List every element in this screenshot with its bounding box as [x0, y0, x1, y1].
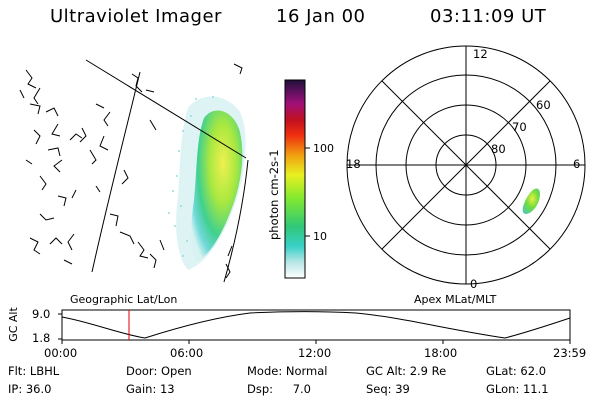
geographic-title: Geographic Lat/Lon	[70, 293, 178, 306]
alt-tick-low: 1.8	[32, 331, 51, 345]
mlt-label-18: 18	[346, 157, 361, 171]
colorbar-tick-label-10: 10	[313, 230, 327, 243]
gc-alt-axis-label: GC Alt	[6, 307, 20, 342]
status-seq: Seq: 39	[366, 382, 410, 396]
mlt-label-6: 6	[573, 157, 580, 171]
alt-tick-high: 9.0	[32, 307, 51, 321]
time-label: 03:11:09 UT	[430, 6, 547, 27]
status-mode: Mode: Normal	[247, 364, 328, 378]
mlat-label-60: 60	[536, 98, 551, 112]
status-gain: Gain: 13	[126, 382, 175, 396]
time-tick-0: 00:00	[44, 346, 78, 360]
date-label: 16 Jan 00	[276, 6, 366, 27]
mlt-label-0: 0	[470, 277, 477, 291]
status-flt: Flt: LBHL	[8, 364, 60, 378]
status-glat: GLat: 62.0	[486, 364, 547, 378]
colorbar-gradient	[284, 79, 306, 279]
colorbar-tick-label-100: 100	[313, 142, 334, 155]
altitude-curve	[61, 311, 571, 339]
instrument-title: Ultraviolet Imager	[50, 6, 222, 27]
status-glon: GLon: 11.1	[486, 382, 549, 396]
colorbar-axis-label: photon cm-2s-1	[267, 149, 281, 240]
mlt-label-12: 12	[473, 47, 488, 61]
mlat-label-80: 80	[491, 142, 506, 156]
aurora-speckles	[168, 96, 214, 257]
status-dsp: Dsp: 7.0	[247, 382, 311, 396]
time-tick-4: 23:59	[553, 346, 587, 360]
time-tick-2: 12:00	[298, 346, 332, 360]
status-door: Door: Open	[126, 364, 192, 378]
mlat-label-70: 70	[512, 120, 527, 134]
geographic-map	[19, 59, 249, 283]
status-gc-alt: GC Alt: 2.9 Re	[366, 364, 447, 378]
status-ip: IP: 36.0	[8, 382, 52, 396]
aurora-spot	[522, 188, 540, 214]
time-tick-3: 18:00	[424, 346, 458, 360]
coastlines	[19, 63, 243, 279]
apex-title: Apex MLat/MLT	[414, 293, 497, 306]
time-tick-1: 06:00	[170, 346, 204, 360]
polar-plot	[346, 45, 586, 285]
altitude-panel	[58, 309, 571, 344]
colorbar: 100 10 photon cm-2s-1	[267, 79, 334, 279]
